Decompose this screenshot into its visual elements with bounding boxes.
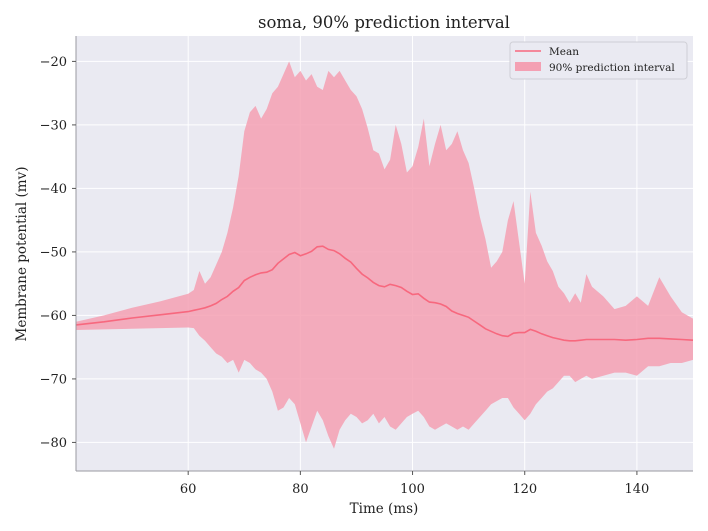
y-tick-label: −40 (40, 182, 67, 197)
x-tick-label: 140 (624, 482, 649, 497)
x-ticks: 60 80 100 120 140 (180, 471, 649, 497)
y-ticks: −80 −70 −60 −50 −40 −30 −20 (40, 55, 76, 451)
chart-title: soma, 90% prediction interval (258, 13, 510, 32)
x-tick-label: 100 (400, 482, 425, 497)
x-tick-label: 120 (512, 482, 537, 497)
legend-box (509, 41, 688, 80)
x-tick-label: 60 (180, 482, 197, 497)
legend-mean-label: Mean (549, 46, 579, 58)
mean-line (75, 245, 694, 342)
y-tick-label: −60 (40, 309, 67, 324)
y-axis-label: Membrane potential (mv) (14, 167, 30, 342)
prediction-interval-band (76, 61, 693, 449)
x-axis-label: Time (ms) (350, 501, 419, 517)
x-tick-label: 80 (292, 482, 309, 497)
y-tick-label: −20 (40, 55, 67, 70)
legend-band-swatch (515, 62, 541, 71)
legend-band-label: 90% prediction interval (549, 62, 675, 74)
y-tick-label: −80 (40, 436, 67, 451)
y-tick-label: −30 (40, 118, 67, 133)
legend: Mean 90% prediction interval (509, 41, 688, 80)
y-tick-label: −50 (40, 245, 67, 260)
y-tick-label: −70 (40, 372, 67, 387)
